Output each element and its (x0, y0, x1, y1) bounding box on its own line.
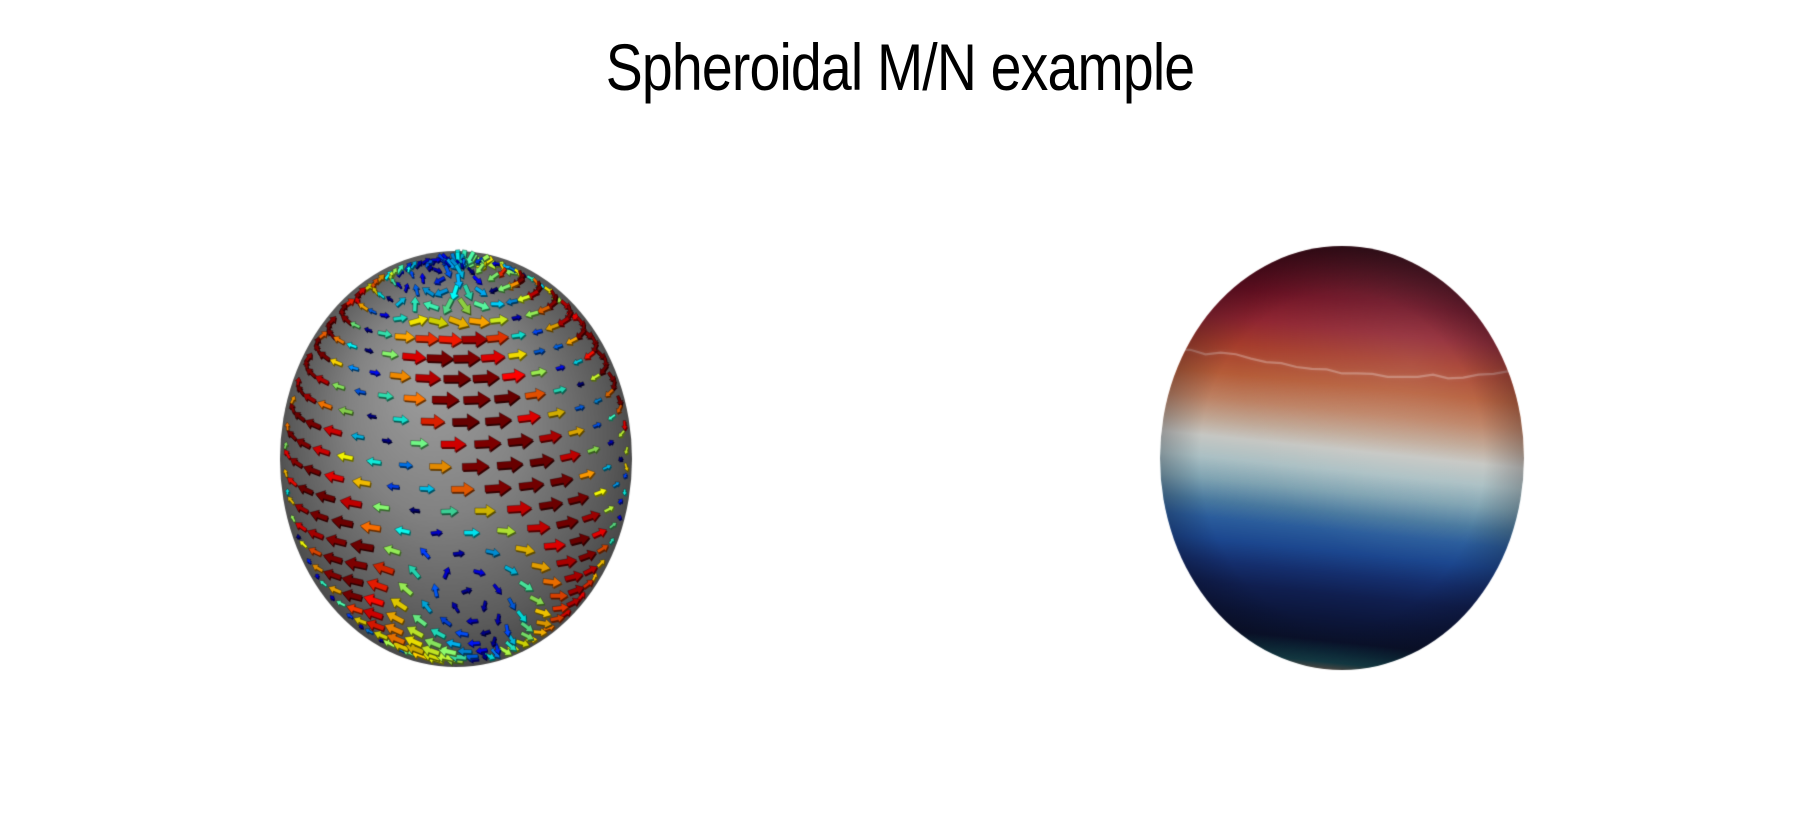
quiver-spheroid-plot (206, 186, 706, 736)
figure-title: Spheroidal M/N example (605, 30, 1195, 104)
surface-spheroid-plot (1092, 186, 1592, 736)
